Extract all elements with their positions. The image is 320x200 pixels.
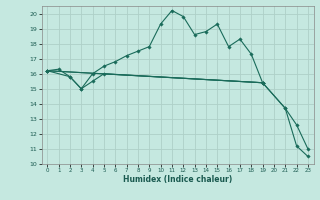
X-axis label: Humidex (Indice chaleur): Humidex (Indice chaleur) xyxy=(123,175,232,184)
